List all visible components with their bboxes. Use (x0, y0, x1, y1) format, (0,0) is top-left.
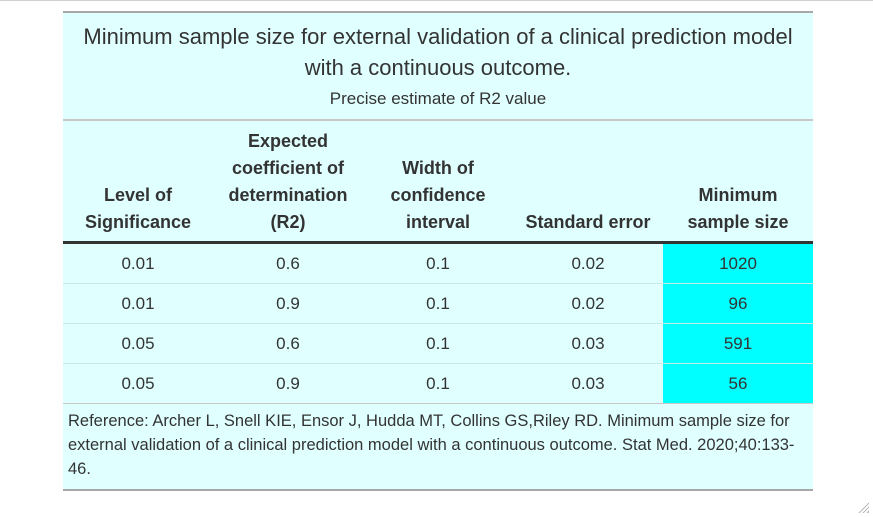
results-table-container: Minimum sample size for external validat… (63, 11, 813, 491)
resize-grip-icon[interactable] (857, 501, 869, 513)
column-header-expected-r2: Expected coefficient of determination (R2) (213, 121, 363, 244)
column-header-minimum-sample-size: Minimum sample size (663, 121, 813, 244)
cell-standard-error: 0.02 (513, 283, 663, 324)
table-row: 0.01 0.6 0.1 0.02 1020 (63, 242, 813, 284)
cell-standard-error: 0.02 (513, 242, 663, 284)
cell-ci-width: 0.1 (363, 242, 513, 284)
cell-minimum-sample-size: 96 (663, 283, 813, 324)
cell-significance: 0.01 (63, 283, 213, 324)
table-row: 0.05 0.9 0.1 0.03 56 (63, 363, 813, 404)
cell-significance: 0.05 (63, 363, 213, 404)
cell-minimum-sample-size: 1020 (663, 242, 813, 284)
cell-significance: 0.05 (63, 323, 213, 364)
top-divider (0, 0, 873, 1)
cell-minimum-sample-size: 56 (663, 363, 813, 404)
cell-ci-width: 0.1 (363, 283, 513, 324)
header-row: Level of Significance Expected coefficient… (63, 121, 813, 244)
column-header-standard-error: Standard error (513, 121, 663, 244)
table-row: 0.05 0.6 0.1 0.03 591 (63, 323, 813, 364)
cell-minimum-sample-size: 591 (663, 323, 813, 364)
cell-standard-error: 0.03 (513, 323, 663, 364)
cell-ci-width: 0.1 (363, 363, 513, 404)
table-footnote: Reference: Archer L, Snell KIE, Ensor J,… (68, 412, 795, 478)
column-header-ci-width: Width of confidence interval (363, 121, 513, 244)
column-header-level-of-significance: Level of Significance (63, 121, 213, 244)
table-header-block: Minimum sample size for external validat… (63, 13, 813, 121)
cell-standard-error: 0.03 (513, 363, 663, 404)
table-row: 0.01 0.9 0.1 0.02 96 (63, 283, 813, 324)
cell-r2: 0.6 (213, 242, 363, 284)
cell-significance: 0.01 (63, 242, 213, 284)
cell-r2: 0.9 (213, 283, 363, 324)
cell-r2: 0.6 (213, 323, 363, 364)
cell-ci-width: 0.1 (363, 323, 513, 364)
results-table: Level of Significance Expected coefficient… (63, 121, 813, 404)
cell-r2: 0.9 (213, 363, 363, 404)
table-subtitle: Precise estimate of R2 value (329, 89, 547, 108)
table-title: Minimum sample size for external validat… (83, 24, 793, 80)
